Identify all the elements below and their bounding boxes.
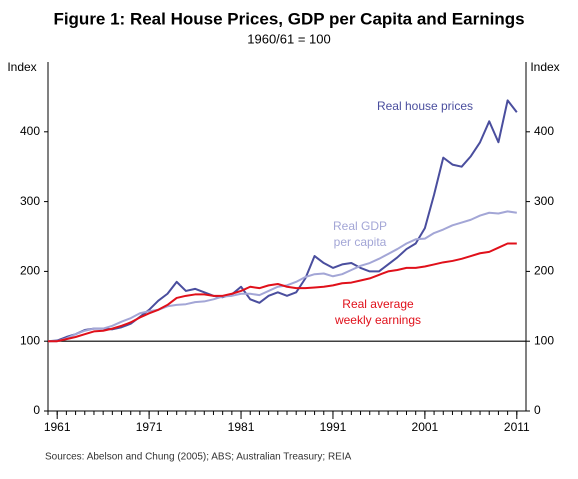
series-line [47,99,518,343]
y-tick-label: 200 [20,264,40,278]
x-tick-label: 1991 [320,420,347,434]
series-label: Real average [342,297,414,311]
x-tick-label: 1981 [228,420,255,434]
series-line [48,242,517,343]
y2-tick-label: 400 [534,124,554,138]
x-tick-label: 2001 [412,420,439,434]
chart-subtitle: 1960/61 = 100 [247,31,331,46]
x-tick-label: 1961 [44,420,71,434]
series-label: weekly earnings [334,313,421,327]
series-label: per capita [334,235,387,249]
chart-title: Figure 1: Real House Prices, GDP per Cap… [53,9,524,28]
series-line [48,210,517,343]
y-tick-label: 100 [20,333,40,347]
source-note: Sources: Abelson and Chung (2005); ABS; … [45,452,352,463]
y-tick-label: 0 [33,403,40,417]
x-tick-label: 1971 [136,420,163,434]
y2-tick-label: 200 [534,264,554,278]
x-tick-label: 2011 [504,420,530,434]
y2-tick-label: 0 [534,403,541,417]
series-label: Real house prices [377,99,473,113]
y-axis-label: Index [7,60,36,74]
y2-tick-label: 300 [534,194,554,208]
series-label: Real GDP [333,219,387,233]
y-tick-label: 400 [20,124,40,138]
y2-axis-label: Index [530,60,559,74]
y-tick-label: 300 [20,194,40,208]
y2-tick-label: 100 [534,333,554,347]
